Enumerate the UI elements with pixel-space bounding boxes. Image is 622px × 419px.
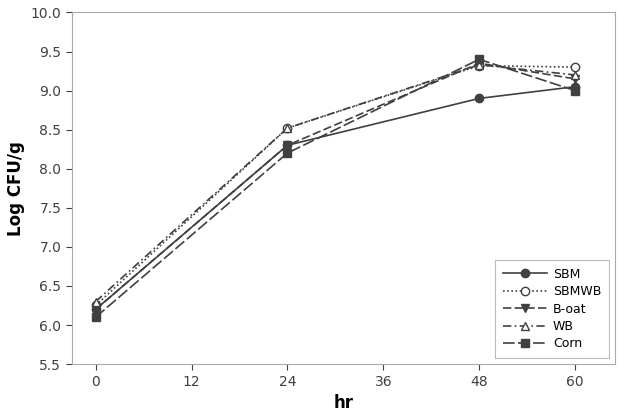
SBM <box>572 84 579 89</box>
SBMWB <box>92 303 100 308</box>
Line: WB: WB <box>91 61 579 306</box>
Corn <box>284 150 291 155</box>
SBM <box>92 307 100 312</box>
WB <box>92 299 100 304</box>
Line: SBMWB: SBMWB <box>91 62 579 310</box>
B-oat <box>475 61 483 66</box>
Line: Corn: Corn <box>91 55 579 321</box>
Legend: SBM, SBMWB, B-oat, WB, Corn: SBM, SBMWB, B-oat, WB, Corn <box>496 260 609 358</box>
SBMWB <box>284 126 291 131</box>
WB <box>284 126 291 131</box>
X-axis label: hr: hr <box>333 394 353 412</box>
Line: SBM: SBM <box>91 83 579 313</box>
SBMWB <box>572 65 579 70</box>
Line: B-oat: B-oat <box>91 59 579 313</box>
WB <box>572 72 579 78</box>
SBM <box>284 143 291 148</box>
SBM <box>475 96 483 101</box>
Corn <box>475 57 483 62</box>
Corn <box>572 88 579 93</box>
Corn <box>92 315 100 320</box>
B-oat <box>572 76 579 81</box>
B-oat <box>284 143 291 148</box>
WB <box>475 62 483 67</box>
Y-axis label: Log CFU/g: Log CFU/g <box>7 141 25 236</box>
SBMWB <box>475 63 483 68</box>
B-oat <box>92 307 100 312</box>
